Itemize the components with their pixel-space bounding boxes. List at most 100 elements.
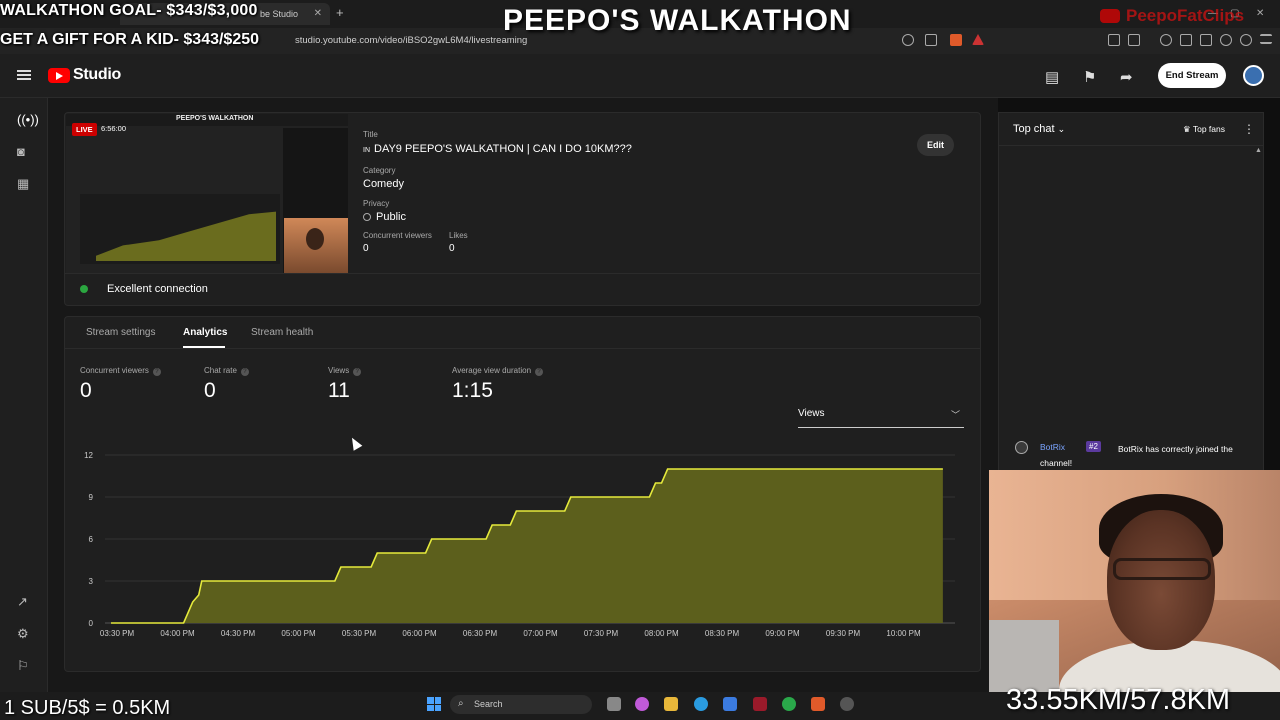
left-rail: ((•)) ◙ ▦ ↗ ⚙ ⚐	[0, 98, 48, 692]
vpn-icon[interactable]	[1240, 34, 1252, 46]
top-fans-button[interactable]: ♛ Top fans	[1183, 124, 1225, 135]
x-tick-label: 04:30 PM	[221, 629, 256, 638]
clapperboard-icon[interactable]: ▤	[1045, 69, 1060, 86]
sidebar-panel-icon[interactable]	[1128, 34, 1140, 46]
key-icon[interactable]	[902, 34, 914, 46]
windows-start-icon[interactable]	[427, 697, 441, 711]
help-icon[interactable]: ?	[240, 368, 249, 376]
help-icon[interactable]: ?	[353, 368, 362, 376]
metric-dropdown[interactable]: Views ﹀	[798, 408, 964, 428]
share-icon[interactable]	[925, 34, 937, 46]
chat-author-name[interactable]: BotRix	[1040, 442, 1066, 452]
close-tab-icon[interactable]: ✕	[313, 8, 322, 19]
menu-icon[interactable]	[1260, 34, 1272, 44]
youtube-logo-icon[interactable]	[48, 68, 70, 83]
tab-analytics[interactable]: Analytics	[183, 327, 228, 338]
browser-tab[interactable]: be Studio ✕	[120, 3, 330, 25]
extensions-icon[interactable]	[1108, 34, 1120, 46]
tab-stream-health[interactable]: Stream health	[251, 327, 314, 338]
category-label: Category	[363, 166, 396, 175]
x-tick-label: 05:00 PM	[281, 629, 316, 638]
x-tick-label: 07:00 PM	[523, 629, 558, 638]
reading-icon[interactable]	[1180, 34, 1192, 46]
live-badge: LIVE	[72, 123, 97, 136]
file-explorer-icon[interactable]	[664, 697, 678, 711]
copilot-icon[interactable]	[635, 697, 649, 711]
chat-mode-dropdown[interactable]: Top chat ⌄	[1013, 123, 1065, 135]
metric-label: Chat rate?	[204, 366, 249, 376]
tab-stream-settings[interactable]: Stream settings	[86, 327, 156, 338]
stream-preview[interactable]: PEEPO'S WALKATHON	[66, 114, 348, 273]
y-tick-label: 0	[89, 619, 94, 628]
title-prefix: IN	[363, 147, 370, 154]
likes-label: Likes	[449, 231, 468, 240]
minimize-icon[interactable]: —	[1208, 8, 1218, 19]
stream-title-overlay: PEEPO'S WALKATHON	[503, 4, 852, 37]
live-chat-panel	[998, 112, 1264, 472]
xbox-icon[interactable]	[782, 697, 796, 711]
external-link-icon[interactable]: ↗	[17, 594, 28, 609]
stream-title: IN DAY9 PEEPO'S WALKATHON | CAN I DO 10KM…	[363, 143, 632, 155]
x-tick-label: 03:30 PM	[100, 629, 135, 638]
task-view-icon[interactable]	[607, 697, 621, 711]
concurrent-viewers-value: 0	[363, 243, 369, 254]
settings-gear-icon[interactable]: ⚙	[17, 626, 29, 641]
x-tick-label: 06:30 PM	[463, 629, 498, 638]
taskbar-search[interactable]: ⌕ Search	[450, 695, 592, 714]
more-options-icon[interactable]: ⋮	[1243, 122, 1255, 136]
calendar-icon[interactable]: ▦	[17, 176, 30, 191]
url-field[interactable]: studio.youtube.com/video/iBSO2gwL6M4/liv…	[295, 35, 528, 46]
leo-icon[interactable]	[1220, 34, 1232, 46]
new-tab-icon[interactable]: +	[336, 5, 344, 20]
preview-title: PEEPO'S WALKATHON	[176, 115, 254, 122]
wallet-icon[interactable]	[1200, 34, 1212, 46]
store-icon[interactable]	[723, 697, 737, 711]
rewards-icon[interactable]	[972, 34, 984, 45]
privacy-value: Public	[376, 211, 406, 223]
metric-views-label: Views	[328, 366, 350, 375]
help-icon[interactable]: ?	[535, 368, 544, 376]
studio-logo-text[interactable]: Studio	[73, 66, 121, 83]
account-avatar[interactable]	[1243, 65, 1264, 86]
connection-status: Excellent connection	[107, 283, 208, 295]
hamburger-menu-icon[interactable]	[17, 70, 31, 80]
media-icon[interactable]	[1160, 34, 1172, 46]
webcam-person-face	[1107, 510, 1215, 650]
help-icon[interactable]: ?	[152, 368, 161, 376]
edge-icon[interactable]	[694, 697, 708, 711]
close-window-icon[interactable]: ✕	[1256, 8, 1265, 19]
browser-tab-bar: be Studio ✕ + — ▢ ✕	[0, 0, 1280, 28]
tabs-divider	[64, 348, 981, 349]
title-label: Title	[363, 130, 378, 139]
privacy-label: Privacy	[363, 199, 390, 208]
app-icon[interactable]	[753, 697, 767, 711]
channel-name: PeepoFatClips	[1126, 6, 1245, 25]
metric-concurrent-label: Concurrent viewers	[80, 366, 149, 375]
brave-shield-icon[interactable]	[950, 34, 962, 46]
webcam-icon[interactable]: ◙	[17, 144, 25, 159]
brave-icon[interactable]	[811, 697, 825, 711]
live-stream-icon[interactable]: ((•))	[17, 112, 39, 127]
feedback-icon[interactable]: ⚐	[17, 658, 29, 673]
studio-header: Studio ▤ ⚑ ➦ End Stream	[0, 54, 1280, 98]
chevron-down-icon: ﹀	[950, 410, 960, 420]
obs-icon[interactable]	[840, 697, 854, 711]
likes-value: 0	[449, 243, 455, 254]
share-stream-icon[interactable]: ➦	[1120, 69, 1133, 86]
address-bar: studio.youtube.com/video/iBSO2gwL6M4/liv…	[0, 28, 1280, 54]
preview-webcam	[284, 218, 348, 273]
scroll-up-icon[interactable]: ▲	[1255, 147, 1262, 154]
series-area	[111, 469, 943, 623]
metric-avg-duration-value: 1:15	[452, 379, 493, 402]
maximize-icon[interactable]: ▢	[1230, 8, 1240, 19]
x-tick-label: 08:00 PM	[644, 629, 679, 638]
chat-message-text: BotRix has correctly joined the channel!	[1040, 444, 1233, 468]
end-stream-button[interactable]: End Stream	[1158, 63, 1226, 88]
preview-top-bar	[66, 114, 348, 126]
bookmark-icon[interactable]: ⚑	[1083, 69, 1097, 86]
edit-button[interactable]: Edit	[917, 134, 954, 156]
metric-views-value: 11	[328, 379, 350, 402]
y-tick-label: 6	[89, 535, 94, 544]
x-tick-label: 10:00 PM	[886, 629, 921, 638]
